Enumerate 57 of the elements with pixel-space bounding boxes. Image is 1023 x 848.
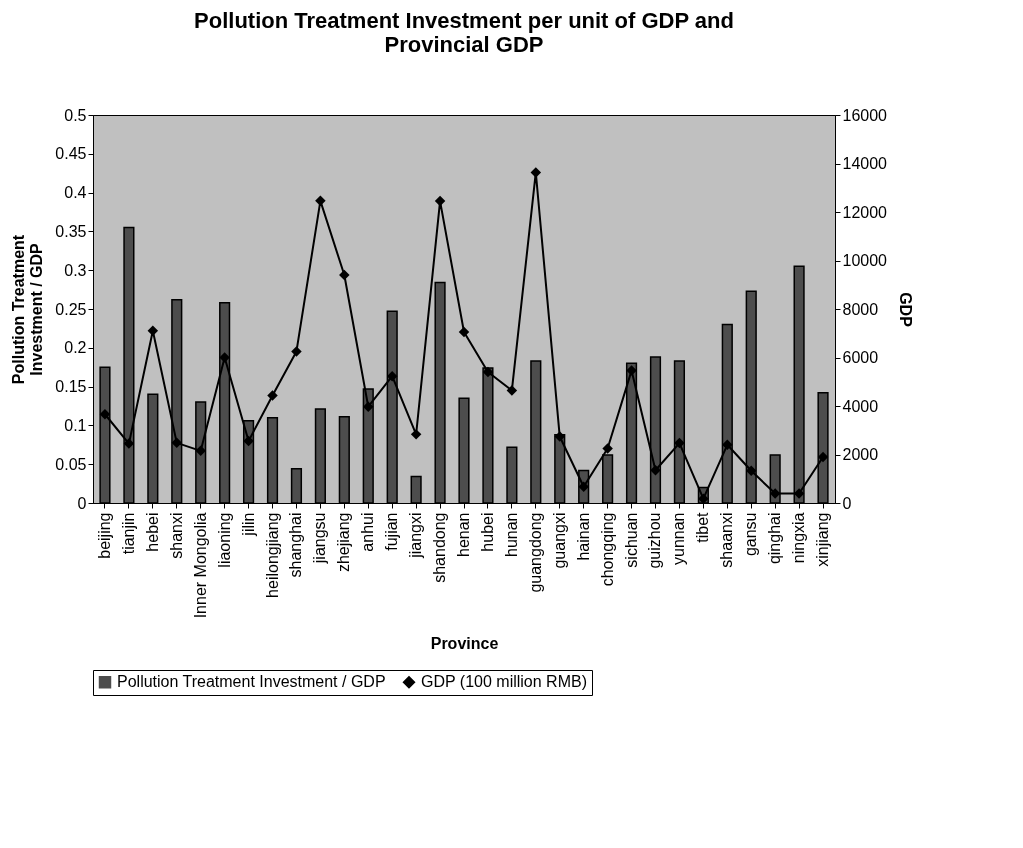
x-tick-label: guangxi — [550, 512, 568, 569]
x-axis-title: Province — [430, 635, 499, 653]
x-tick-label: gansu — [742, 512, 760, 557]
y-tick-label: 0.1 — [64, 416, 87, 434]
x-tick-label: jiangsu — [311, 512, 329, 565]
y2-axis-title: GDP — [896, 292, 914, 328]
y2-tick-label: 2000 — [842, 446, 879, 463]
x-tick-label: ningxia — [790, 512, 808, 564]
x-tick-label: xinjiang — [814, 512, 832, 567]
x-tick-label: shanxi — [167, 512, 185, 559]
y2-tick-label: 4000 — [842, 397, 879, 415]
x-tick-label: sichuan — [622, 512, 640, 568]
x-tick-label: hubei — [478, 512, 496, 552]
y2-tick-label: 6000 — [842, 349, 879, 366]
y2-tick-label: 14000 — [842, 155, 888, 172]
y2-tick-label: 0 — [842, 494, 852, 512]
x-tick-label: jilin — [239, 512, 257, 537]
y-tick-label: 0.4 — [64, 184, 87, 202]
y-axis-title: Pollution Treatment Investment / GDP — [10, 234, 46, 385]
y-tick-label: 0.45 — [55, 145, 87, 163]
x-tick-label: shanghai — [287, 512, 305, 578]
y-tick-label: 0.5 — [64, 106, 87, 124]
y-tick-label: 0 — [77, 494, 87, 512]
x-tick-label: guizhou — [646, 512, 664, 569]
y-tick-label: 0.25 — [55, 300, 87, 318]
x-tick-label: guangdong — [526, 512, 544, 593]
y-tick-label: 0.05 — [55, 455, 87, 473]
x-tick-label: yunnan — [670, 512, 688, 565]
legend-label: Pollution Treatment Investment / GDP — [117, 673, 386, 691]
x-tick-label: beijing — [95, 512, 113, 559]
y2-tick-label: 8000 — [842, 300, 879, 318]
y-tick-label: 0.3 — [64, 261, 87, 279]
x-tick-label: qinghai — [766, 512, 784, 565]
y2-tick-label: 12000 — [842, 203, 888, 221]
y-tick-label: 0.2 — [64, 339, 87, 357]
x-tick-label: chongqing — [598, 512, 616, 587]
x-tick-label: hunan — [502, 512, 520, 557]
y-tick-label: 0.15 — [55, 378, 87, 396]
x-tick-label: henan — [455, 512, 472, 557]
x-tick-label: zhejiang — [335, 512, 353, 573]
x-tick-label: tianjin — [119, 512, 137, 555]
legend-label: GDP (100 million RMB) — [421, 673, 587, 691]
x-tick-label: hainan — [574, 512, 592, 561]
x-tick-label: tibet — [694, 511, 712, 543]
y2-tick-label: 16000 — [842, 106, 888, 124]
x-tick-label: hebei — [143, 512, 161, 552]
x-tick-label: anhui — [359, 512, 377, 552]
x-tick-label: fujian — [383, 512, 401, 551]
x-tick-label: jiangxi — [407, 512, 425, 559]
y-tick-label: 0.35 — [55, 222, 87, 240]
x-tick-label: liaoning — [215, 512, 233, 568]
y2-tick-label: 10000 — [842, 252, 888, 269]
x-tick-label: shaanxi — [718, 512, 736, 568]
x-tick-label: shandong — [431, 512, 449, 583]
x-tick-label: heilongjiang — [263, 512, 281, 598]
chart-title: Pollution Treatment Investment per unit of GDP and Provincial GDP — [194, 8, 734, 57]
x-tick-label: Inner Mongolia — [191, 512, 209, 619]
